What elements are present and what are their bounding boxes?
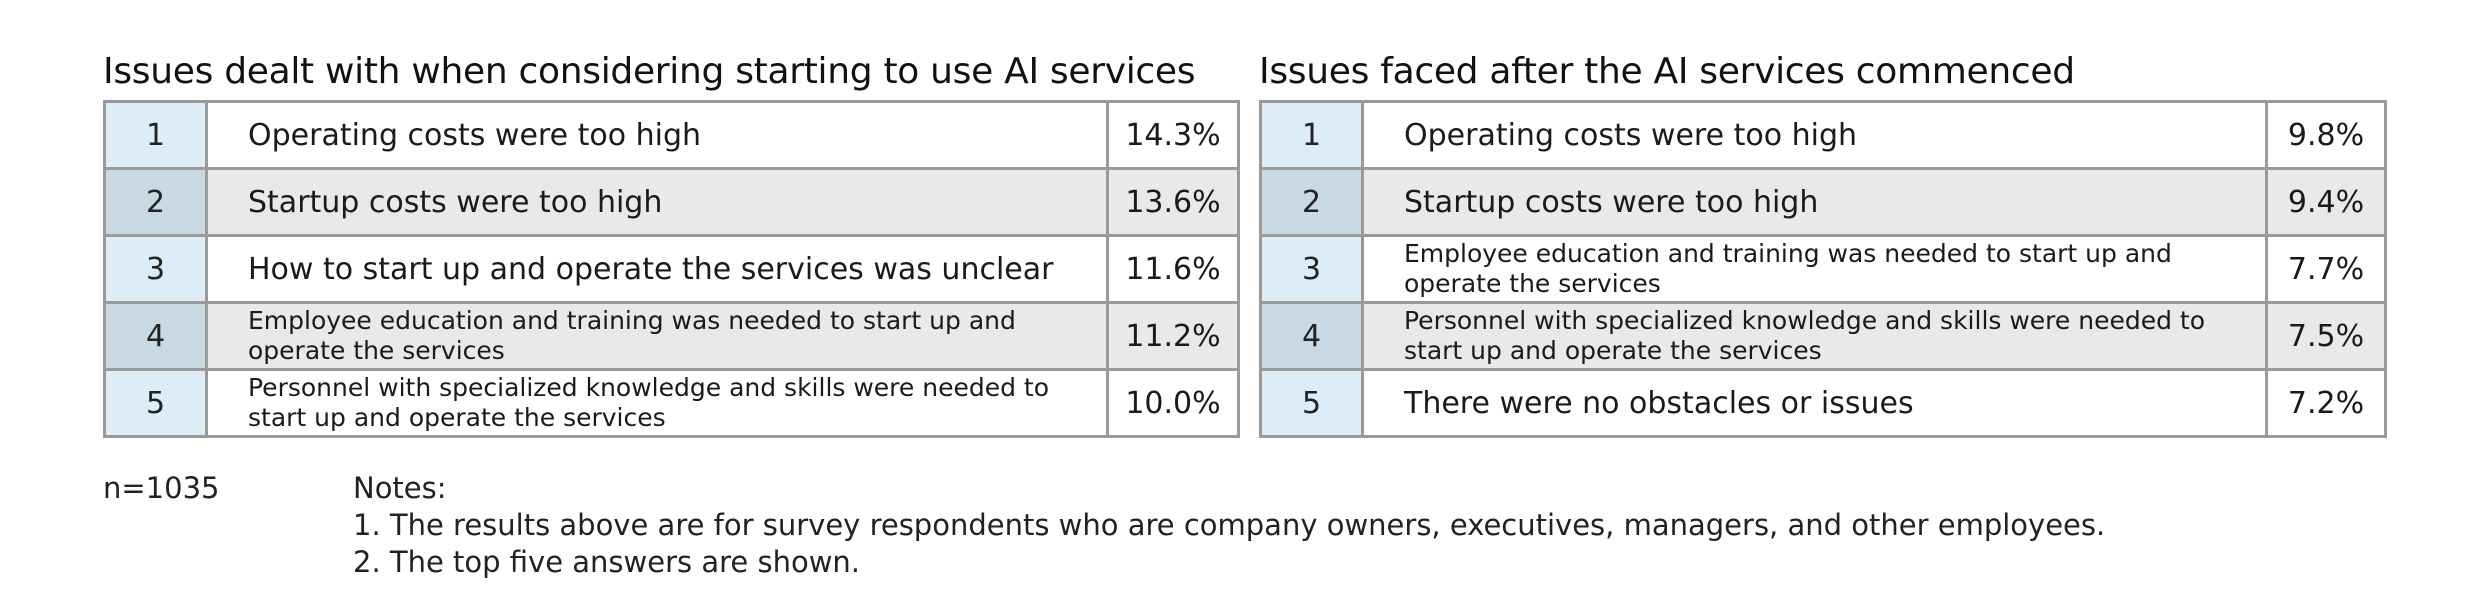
issue-cell: Personnel with specialized knowledge and… [205,368,1109,438]
table-row: 5 There were no obstacles or issues 7.2% [1259,368,2387,438]
table-row: 4 Personnel with specialized knowledge an… [1259,301,2387,371]
rank-cell: 5 [1259,368,1364,438]
table-row: 3 How to start up and operate the service… [103,234,1240,304]
issue-cell: Operating costs were too high [205,100,1109,170]
rank-cell: 3 [1259,234,1364,304]
value-cell: 14.3% [1106,100,1240,170]
panel-after-start: Issues faced after the AI services comme… [1259,48,2387,438]
table-row: 3 Employee education and training was nee… [1259,234,2387,304]
issue-cell: Startup costs were too high [1361,167,2268,237]
table-row: 5 Personnel with specialized knowledge an… [103,368,1240,438]
ranking-table: 1 Operating costs were too high 14.3% 2 Star… [103,100,1240,438]
issue-cell: Employee education and training was need… [205,301,1109,371]
issue-cell: Startup costs were too high [205,167,1109,237]
table-row: 1 Operating costs were too high 14.3% [103,100,1240,170]
rank-cell: 3 [103,234,208,304]
notes-heading: Notes: [353,471,447,505]
issue-cell: Personnel with specialized knowledge and… [1361,301,2268,371]
issue-cell: Employee education and training was need… [1361,234,2268,304]
sample-size: n=1035 [103,471,220,505]
table-title: Issues dealt with when considering start… [103,51,1196,92]
rank-cell: 4 [103,301,208,371]
ranking-table: 1 Operating costs were too high 9.8% 2 Start… [1259,100,2387,438]
value-cell: 7.7% [2265,234,2387,304]
table-row: 4 Employee education and training was nee… [103,301,1240,371]
note-item: 2. The top five answers are shown. [353,545,861,579]
value-cell: 7.5% [2265,301,2387,371]
value-cell: 9.8% [2265,100,2387,170]
panel-before-start: Issues dealt with when considering start… [103,48,1240,438]
rank-cell: 4 [1259,301,1364,371]
value-cell: 13.6% [1106,167,1240,237]
value-cell: 10.0% [1106,368,1240,438]
notes: Notes: 1. The results above are for surv… [353,470,2105,581]
rank-cell: 5 [103,368,208,438]
value-cell: 7.2% [2265,368,2387,438]
rank-cell: 2 [103,167,208,237]
rank-cell: 1 [1259,100,1364,170]
issue-cell: How to start up and operate the services… [205,234,1109,304]
value-cell: 9.4% [2265,167,2387,237]
issue-cell: Operating costs were too high [1361,100,2268,170]
note-item: 1. The results above are for survey resp… [353,508,2106,542]
table-row: 2 Startup costs were too high 9.4% [1259,167,2387,237]
issue-cell: There were no obstacles or issues [1361,368,2268,438]
table-row: 2 Startup costs were too high 13.6% [103,167,1240,237]
rank-cell: 1 [103,100,208,170]
value-cell: 11.2% [1106,301,1240,371]
value-cell: 11.6% [1106,234,1240,304]
table-title: Issues faced after the AI services comme… [1259,51,2075,92]
rank-cell: 2 [1259,167,1364,237]
table-row: 1 Operating costs were too high 9.8% [1259,100,2387,170]
